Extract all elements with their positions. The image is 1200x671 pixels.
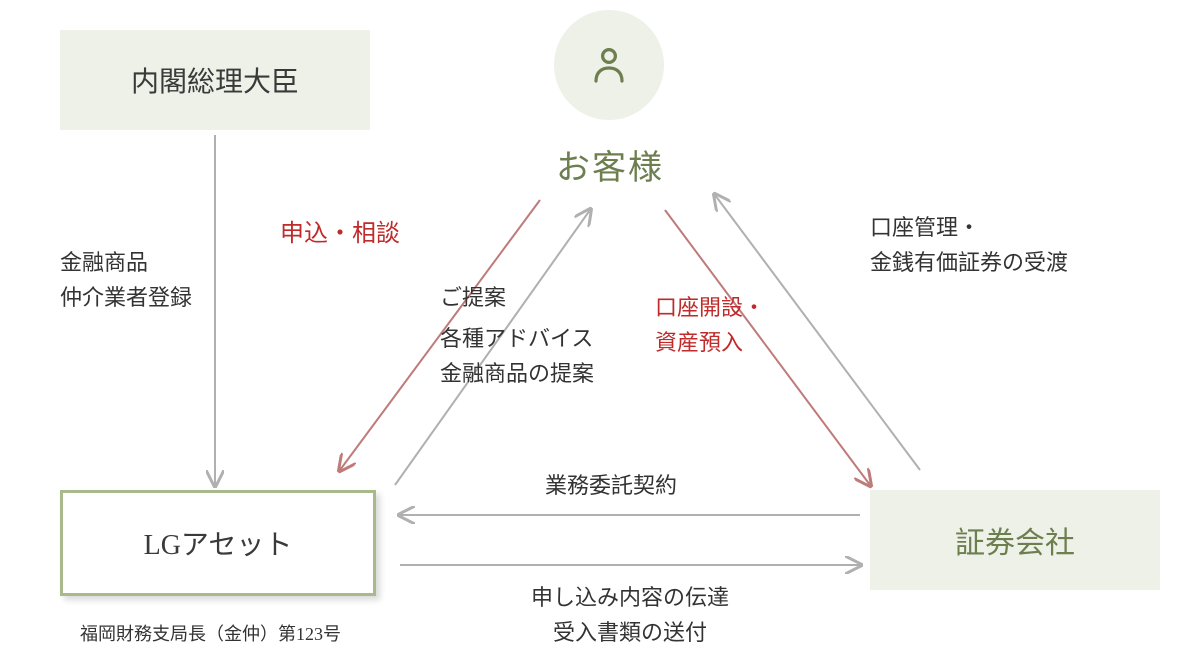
text-line: 各種アドバイス <box>440 326 593 351</box>
node-label: 内閣総理大臣 <box>131 60 299 100</box>
text-line: 受入書類の送付 <box>553 620 707 645</box>
text-line: 申し込み内容の伝達 <box>531 585 729 610</box>
text-line: 仲介業者登録 <box>60 285 192 310</box>
node-label: LGアセット <box>144 523 293 563</box>
node-customer-label: お客様 <box>500 140 720 189</box>
text-line: 業務委託契約 <box>545 473 677 498</box>
label-registration: 金融商品 仲介業者登録 <box>60 245 192 315</box>
label-relay: 申し込み内容の伝達 受入書類の送付 <box>490 580 770 650</box>
footnote: 福岡財務支局長（金仲）第123号 <box>80 620 341 646</box>
text-line: 申込・相談 <box>280 221 400 247</box>
node-lg-asset: LGアセット <box>60 490 376 596</box>
text-line: ご提案 <box>440 285 506 310</box>
text-line: 金融商品の提案 <box>440 361 594 386</box>
person-icon <box>585 41 633 89</box>
text-line: 金融商品 <box>60 250 148 275</box>
node-prime-minister: 内閣総理大臣 <box>60 30 370 130</box>
label-manage: 口座管理・ 金銭有価証券の受渡 <box>870 210 1068 280</box>
node-securities: 証券会社 <box>870 490 1160 590</box>
text-line: 金銭有価証券の受渡 <box>870 250 1068 275</box>
label-apply: 申込・相談 <box>280 215 400 253</box>
text-line: 口座管理・ <box>870 215 980 240</box>
diagram-stage: 内閣総理大臣 お客様 LGアセット 証券会社 金融商品 仲介業者登録 申込・相談… <box>0 0 1200 671</box>
label-proposal: ご提案 各種アドバイス 金融商品の提案 <box>440 280 594 392</box>
text-line: 資産預入 <box>655 330 743 355</box>
text-line: 口座開設・ <box>655 295 765 320</box>
node-label: お客様 <box>556 150 664 187</box>
node-customer-circle <box>554 10 664 120</box>
text-line: 福岡財務支局長（金仲）第123号 <box>80 624 341 644</box>
label-contract: 業務委託契約 <box>545 468 677 503</box>
node-label: 証券会社 <box>955 518 1075 562</box>
label-open-account: 口座開設・ 資産預入 <box>655 290 765 360</box>
